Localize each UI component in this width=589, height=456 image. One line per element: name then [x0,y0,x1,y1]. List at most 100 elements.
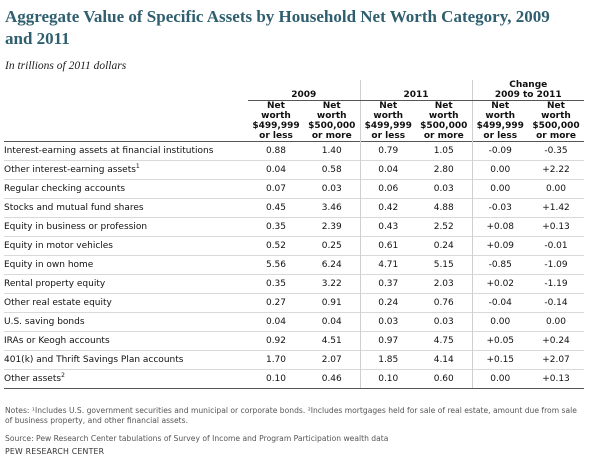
table-cell: 0.35 [248,217,304,237]
table-row: IRAs or Keogh accounts 0.92 4.51 0.97 4.75 +0… [4,331,584,351]
table-cell: 0.58 [304,160,360,180]
row-label: U.S. saving bonds [4,312,248,332]
table-cell: 2.80 [416,160,472,180]
footnote-marker: 2 [61,372,65,379]
page-title: Aggregate Value of Specific Assets by Ho… [5,7,550,48]
table-cell: 1.70 [248,350,304,370]
table-cell: +2.07 [528,350,584,370]
table-cell: 0.27 [248,293,304,313]
table-cell: 4.75 [416,331,472,351]
table-cell: +0.13 [528,217,584,237]
table-row: Stocks and mutual fund shares 0.45 3.46 0.4… [4,198,584,218]
table-cell: 0.35 [248,274,304,294]
table-cell: 0.60 [416,369,472,389]
row-label-text: Rental property equity [4,279,106,289]
table-cell: 4.14 [416,350,472,370]
table-body: Interest-earning assets at financial ins… [4,141,584,389]
table-cell: 0.24 [416,236,472,256]
table-cell: 0.92 [248,331,304,351]
assets-table: 2009 2011 Change 2009 to 2011 Net worth $4… [4,80,584,389]
table-cell: +2.22 [528,160,584,180]
row-label: Other assets2 [4,369,248,389]
row-label: Regular checking accounts [4,179,248,199]
table-cell: 0.03 [359,312,416,332]
table-cell: 3.46 [304,198,360,218]
table-cell: 0.42 [359,198,416,218]
table-cell: 0.00 [528,179,584,199]
row-label-text: U.S. saving bonds [4,317,85,327]
table-cell: 0.04 [248,312,304,332]
table-row: Regular checking accounts 0.07 0.03 0.06 0.0… [4,179,584,199]
table-cell: 4.71 [359,255,416,275]
row-label: Other real estate equity [4,293,248,313]
subheader-2011-low: Net worth $499,999 or less [359,100,416,142]
row-label: Other interest-earning assets1 [4,160,248,180]
table-cell: 0.04 [359,160,416,180]
table-cell: 0.45 [248,198,304,218]
row-label-text: Other assets [4,374,62,384]
table-cell: 4.51 [304,331,360,351]
table-cell: 0.25 [304,236,360,256]
table-cell: 0.43 [359,217,416,237]
table-cell: +0.05 [471,331,528,351]
label-subheader-spacer [4,101,248,142]
table-cell: 0.37 [359,274,416,294]
table-row: Rental property equity 0.35 3.22 0.37 2.03 +0… [4,274,584,294]
footnote-marker: 1 [135,163,140,170]
table-row: 401(k) and Thrift Savings Plan accounts 1… [4,350,584,370]
table-row: Equity in own home 5.56 6.24 4.71 5.15 -0.85-… [4,255,584,275]
table-cell: 3.22 [304,274,360,294]
row-label-text: Other interest-earning assets [4,165,136,175]
row-label-text: Stocks and mutual fund shares [4,203,144,213]
table-cell: 0.46 [304,369,360,389]
table-cell: 2.52 [416,217,472,237]
row-label: Interest-earning assets at financial ins… [4,141,248,161]
table-row: Other real estate equity 0.27 0.91 0.24 0.76… [4,293,584,313]
table-cell: 0.61 [359,236,416,256]
group-header-2009: 2009 [248,80,360,101]
group-header-change: Change 2009 to 2011 [471,80,584,101]
table-cell: 2.03 [416,274,472,294]
table-cell: 4.88 [416,198,472,218]
brand-logo-text: PEW RESEARCH CENTER [5,447,105,456]
table-cell: 0.00 [471,179,528,199]
row-label-text: Equity in motor vehicles [4,241,113,251]
table-cell: +0.15 [471,350,528,370]
table-cell: -0.01 [528,236,584,256]
table-cell: 0.03 [304,179,360,199]
table-cell: +0.09 [471,236,528,256]
table-cell: 0.24 [359,293,416,313]
sub-header-row: Net worth $499,999 or less Net worth $500,000… [4,100,584,142]
label-header-spacer [4,80,248,101]
table-cell: 0.88 [248,141,304,161]
table-cell: +0.02 [471,274,528,294]
footnotes: Notes: ¹Includes U.S. government securit… [5,406,577,425]
subheader-change-low: Net worth $499,999 or less [471,100,528,142]
table-cell: -0.09 [471,141,528,161]
table-cell: 1.05 [416,141,472,161]
table-cell: 0.03 [416,312,472,332]
table-cell: 0.07 [248,179,304,199]
table-cell: 0.10 [248,369,304,389]
subheader-2011-high: Net worth $500,000 or more [420,101,468,141]
table-cell: 0.04 [248,160,304,180]
table-cell: -0.04 [471,293,528,313]
table-cell: 0.97 [359,331,416,351]
table-cell: 5.15 [416,255,472,275]
row-label-text: Other real estate equity [4,298,112,308]
row-label: Equity in own home [4,255,248,275]
table-cell: 0.06 [359,179,416,199]
table-cell: 2.39 [304,217,360,237]
row-label-text: Regular checking accounts [4,184,126,194]
table-cell: 0.79 [359,141,416,161]
table-cell: -0.35 [528,141,584,161]
subheader-2009-high: Net worth $500,000 or more [308,101,356,141]
table-cell: -0.85 [471,255,528,275]
table-cell: -1.09 [528,255,584,275]
group-header-row: 2009 2011 Change 2009 to 2011 [4,80,584,101]
table-cell: 0.03 [416,179,472,199]
table-row: Other interest-earning assets1 0.04 0.58 0.… [4,160,584,180]
table-cell: -1.19 [528,274,584,294]
table-cell: 0.04 [304,312,360,332]
row-label: Stocks and mutual fund shares [4,198,248,218]
